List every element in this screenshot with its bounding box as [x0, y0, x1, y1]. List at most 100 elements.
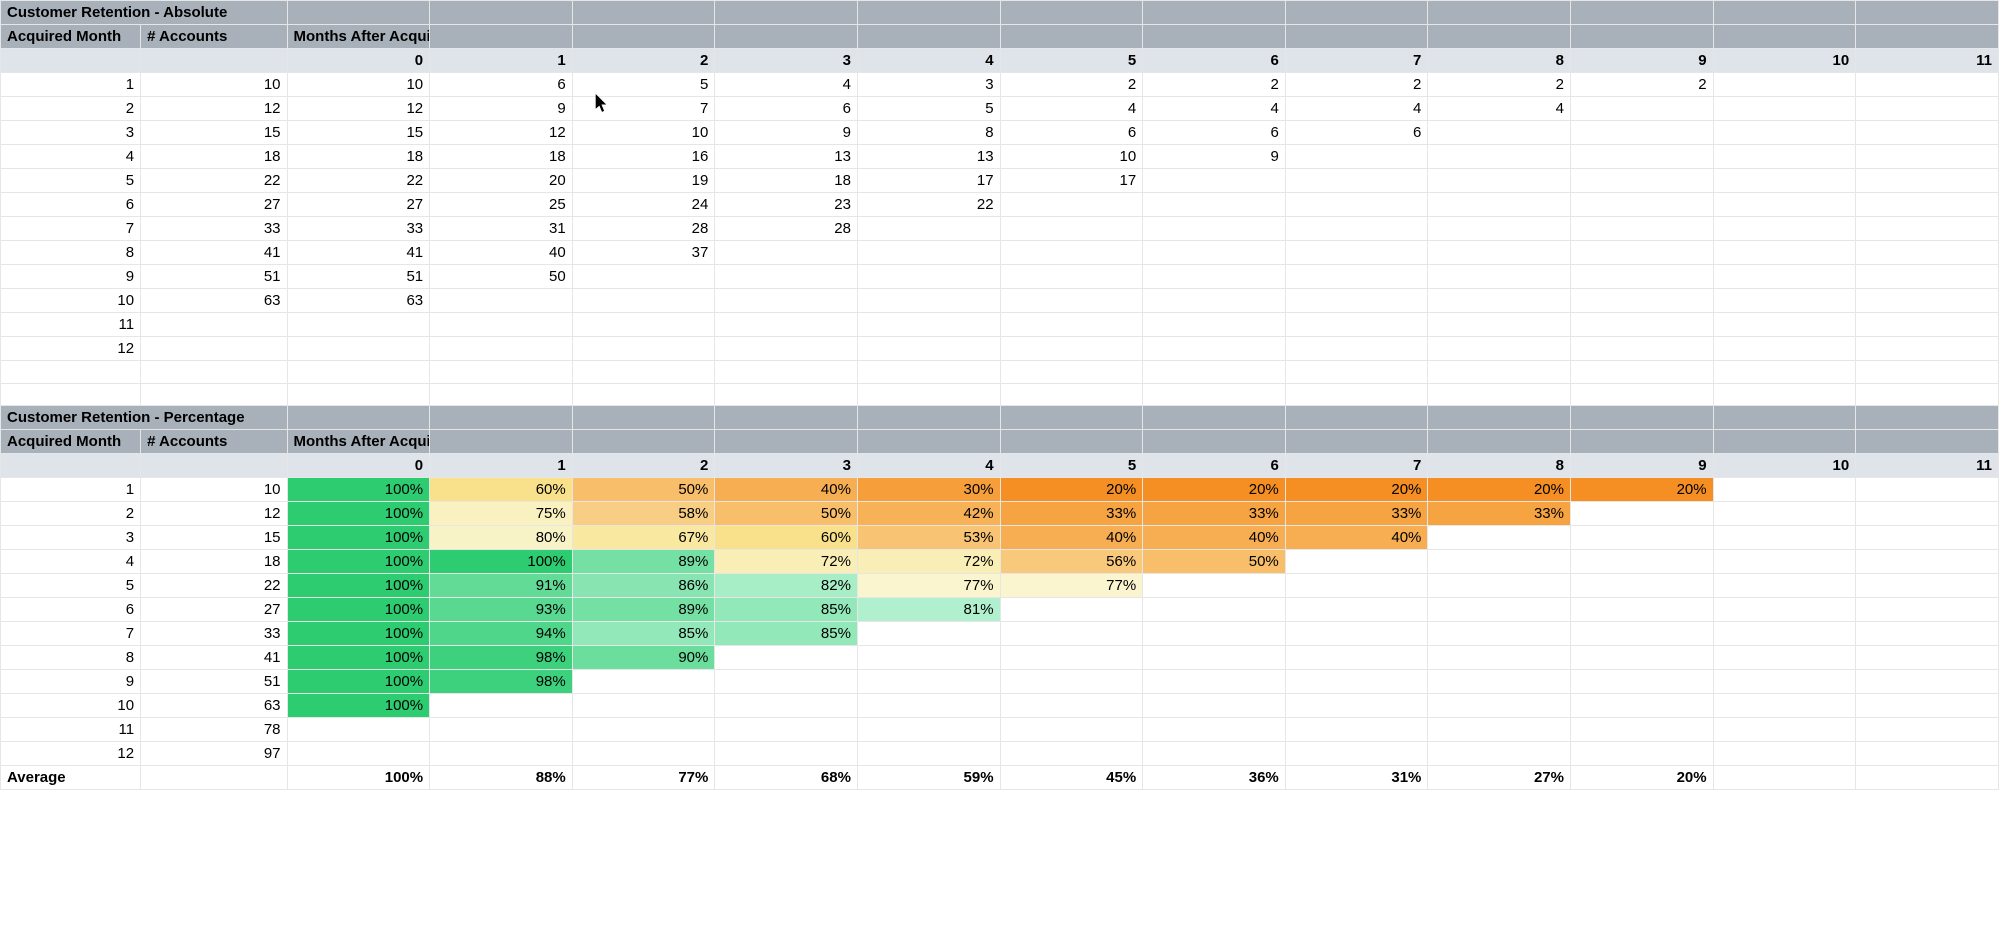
- abs-cell[interactable]: [1285, 145, 1428, 169]
- abs-cell[interactable]: [1000, 241, 1143, 265]
- abs-cell[interactable]: [1571, 337, 1714, 361]
- pct-cell[interactable]: 93%: [430, 598, 573, 622]
- abs-cell[interactable]: [287, 313, 430, 337]
- pct-cell[interactable]: 89%: [572, 550, 715, 574]
- pct-acquired-month[interactable]: 10: [1, 694, 141, 718]
- abs-cell[interactable]: [1143, 193, 1286, 217]
- abs-cell[interactable]: [1285, 217, 1428, 241]
- abs-acquired-month[interactable]: 7: [1, 217, 141, 241]
- pct-cell[interactable]: [1856, 502, 1999, 526]
- pct-cell[interactable]: [1285, 598, 1428, 622]
- abs-cell[interactable]: [1285, 313, 1428, 337]
- pct-cell[interactable]: 90%: [572, 646, 715, 670]
- pct-cell[interactable]: 77%: [1000, 574, 1143, 598]
- pct-cell[interactable]: 67%: [572, 526, 715, 550]
- pct-cell[interactable]: [1143, 670, 1286, 694]
- abs-acquired-month[interactable]: 3: [1, 121, 141, 145]
- abs-cell[interactable]: [715, 289, 858, 313]
- pct-cell[interactable]: 98%: [430, 646, 573, 670]
- abs-cell[interactable]: [1713, 313, 1856, 337]
- pct-acquired-month[interactable]: 9: [1, 670, 141, 694]
- pct-cell[interactable]: [1856, 574, 1999, 598]
- pct-cell[interactable]: 60%: [715, 526, 858, 550]
- pct-cell[interactable]: [1143, 694, 1286, 718]
- abs-cell[interactable]: [1856, 169, 1999, 193]
- pct-cell[interactable]: [430, 718, 573, 742]
- pct-cell[interactable]: [1713, 526, 1856, 550]
- abs-cell[interactable]: [1571, 313, 1714, 337]
- pct-cell[interactable]: [1856, 718, 1999, 742]
- pct-accounts[interactable]: 63: [141, 694, 287, 718]
- pct-cell[interactable]: 40%: [715, 478, 858, 502]
- pct-acquired-month[interactable]: 6: [1, 598, 141, 622]
- pct-cell[interactable]: [1000, 598, 1143, 622]
- pct-cell[interactable]: [1143, 718, 1286, 742]
- pct-cell[interactable]: [1571, 502, 1714, 526]
- abs-cell[interactable]: [1856, 217, 1999, 241]
- abs-cell[interactable]: 28: [715, 217, 858, 241]
- pct-cell[interactable]: 30%: [857, 478, 1000, 502]
- pct-cell[interactable]: [1285, 694, 1428, 718]
- abs-cell[interactable]: [1713, 265, 1856, 289]
- abs-cell[interactable]: 9: [1143, 145, 1286, 169]
- abs-cell[interactable]: 24: [572, 193, 715, 217]
- pct-cell[interactable]: [1713, 694, 1856, 718]
- abs-acquired-month[interactable]: 10: [1, 289, 141, 313]
- pct-cell[interactable]: [1571, 718, 1714, 742]
- abs-cell[interactable]: [1713, 241, 1856, 265]
- pct-cell[interactable]: [430, 742, 573, 766]
- pct-cell[interactable]: [1713, 742, 1856, 766]
- abs-cell[interactable]: [1428, 217, 1571, 241]
- pct-cell[interactable]: 100%: [287, 646, 430, 670]
- pct-cell[interactable]: 85%: [572, 622, 715, 646]
- abs-accounts[interactable]: [141, 337, 287, 361]
- pct-cell[interactable]: 100%: [287, 622, 430, 646]
- pct-cell[interactable]: [1713, 550, 1856, 574]
- abs-cell[interactable]: 10: [1000, 145, 1143, 169]
- pct-cell[interactable]: 94%: [430, 622, 573, 646]
- pct-cell[interactable]: 100%: [287, 694, 430, 718]
- pct-cell[interactable]: 100%: [287, 550, 430, 574]
- pct-cell[interactable]: [715, 718, 858, 742]
- pct-cell[interactable]: [287, 718, 430, 742]
- abs-cell[interactable]: 37: [572, 241, 715, 265]
- abs-cell[interactable]: [1571, 193, 1714, 217]
- abs-cell[interactable]: 13: [715, 145, 858, 169]
- abs-cell[interactable]: [1713, 97, 1856, 121]
- abs-cell[interactable]: 18: [287, 145, 430, 169]
- abs-cell[interactable]: [1285, 193, 1428, 217]
- abs-cell[interactable]: [572, 337, 715, 361]
- abs-cell[interactable]: [1713, 121, 1856, 145]
- pct-cell[interactable]: 40%: [1285, 526, 1428, 550]
- pct-cell[interactable]: 86%: [572, 574, 715, 598]
- pct-cell[interactable]: [1571, 598, 1714, 622]
- abs-cell[interactable]: 10: [287, 73, 430, 97]
- abs-cell[interactable]: [857, 217, 1000, 241]
- pct-cell[interactable]: [715, 742, 858, 766]
- abs-cell[interactable]: 7: [572, 97, 715, 121]
- pct-cell[interactable]: 100%: [287, 526, 430, 550]
- abs-acquired-month[interactable]: 6: [1, 193, 141, 217]
- pct-cell[interactable]: [857, 694, 1000, 718]
- pct-cell[interactable]: 20%: [1571, 478, 1714, 502]
- pct-cell[interactable]: 85%: [715, 622, 858, 646]
- pct-accounts[interactable]: 33: [141, 622, 287, 646]
- abs-cell[interactable]: [1143, 241, 1286, 265]
- pct-cell[interactable]: [572, 670, 715, 694]
- pct-cell[interactable]: [1000, 742, 1143, 766]
- abs-cell[interactable]: [1428, 241, 1571, 265]
- abs-cell[interactable]: [1856, 289, 1999, 313]
- pct-cell[interactable]: [715, 670, 858, 694]
- abs-cell[interactable]: 4: [1143, 97, 1286, 121]
- abs-cell[interactable]: 10: [572, 121, 715, 145]
- pct-cell[interactable]: 60%: [430, 478, 573, 502]
- abs-cell[interactable]: [1143, 337, 1286, 361]
- abs-cell[interactable]: [572, 289, 715, 313]
- abs-cell[interactable]: [1713, 193, 1856, 217]
- abs-cell[interactable]: 27: [287, 193, 430, 217]
- abs-cell[interactable]: 23: [715, 193, 858, 217]
- pct-acquired-month[interactable]: 5: [1, 574, 141, 598]
- pct-cell[interactable]: 42%: [857, 502, 1000, 526]
- abs-cell[interactable]: 6: [1285, 121, 1428, 145]
- abs-cell[interactable]: [1428, 145, 1571, 169]
